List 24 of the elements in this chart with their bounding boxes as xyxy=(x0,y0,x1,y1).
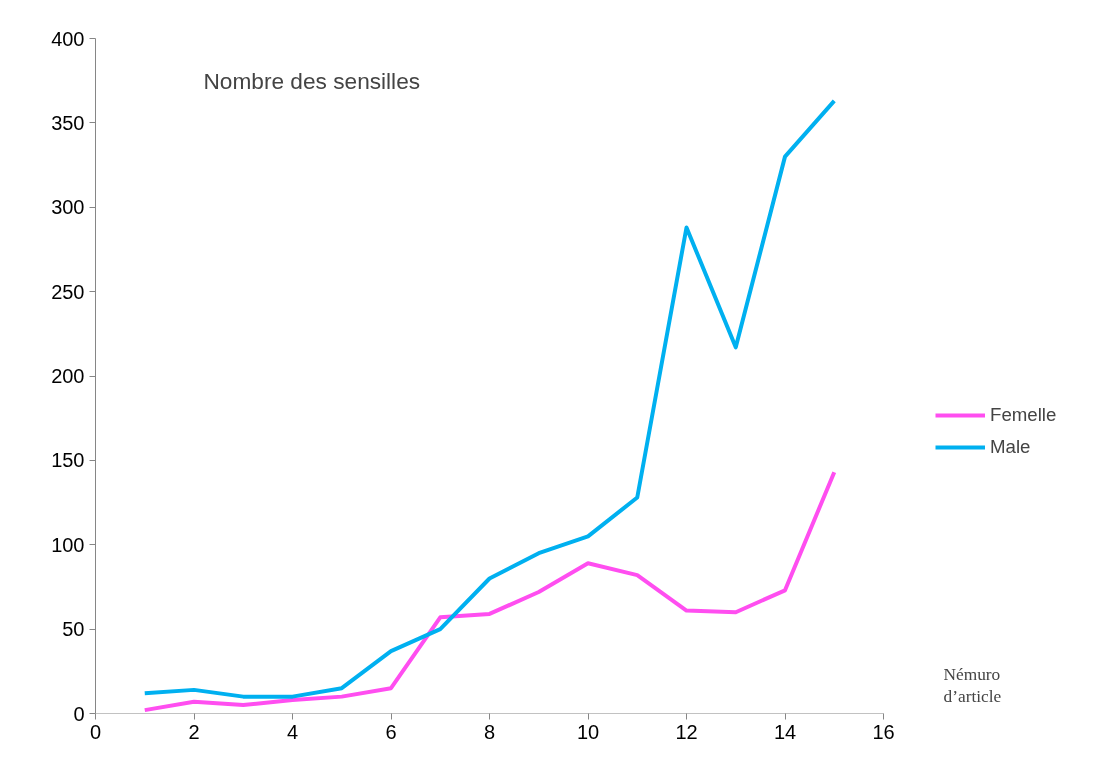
y-tick-label: 400 xyxy=(51,27,85,50)
line-series xyxy=(142,98,837,699)
y-tick-label: 300 xyxy=(51,196,85,219)
y-tick-label: 0 xyxy=(73,702,85,725)
y-tick-label: 200 xyxy=(51,365,85,387)
line-series xyxy=(142,470,837,713)
x-tick-label: 12 xyxy=(675,720,698,743)
legend-label: Femelle xyxy=(990,404,1057,426)
x-tick-label: 0 xyxy=(89,720,102,743)
y-tick-label: 350 xyxy=(51,111,85,134)
x-axis-title: Némuro d’article xyxy=(943,664,1002,706)
y-tick-label: 150 xyxy=(51,449,85,472)
y-tick-label: 250 xyxy=(51,280,85,303)
x-tick-label: 4 xyxy=(286,720,299,743)
x-tick-label: 8 xyxy=(483,720,496,743)
y-tick-label: 100 xyxy=(51,533,85,556)
x-tick-label: 10 xyxy=(576,720,600,743)
x-tick-label: 6 xyxy=(385,720,397,743)
legend-label: Male xyxy=(990,436,1031,458)
x-tick-label: 2 xyxy=(188,720,200,743)
text: Nombre des sensilles xyxy=(203,67,421,94)
y-tick-label: 50 xyxy=(62,618,85,641)
x-tick-label: 14 xyxy=(773,720,797,743)
x-tick-label: 16 xyxy=(872,720,895,743)
